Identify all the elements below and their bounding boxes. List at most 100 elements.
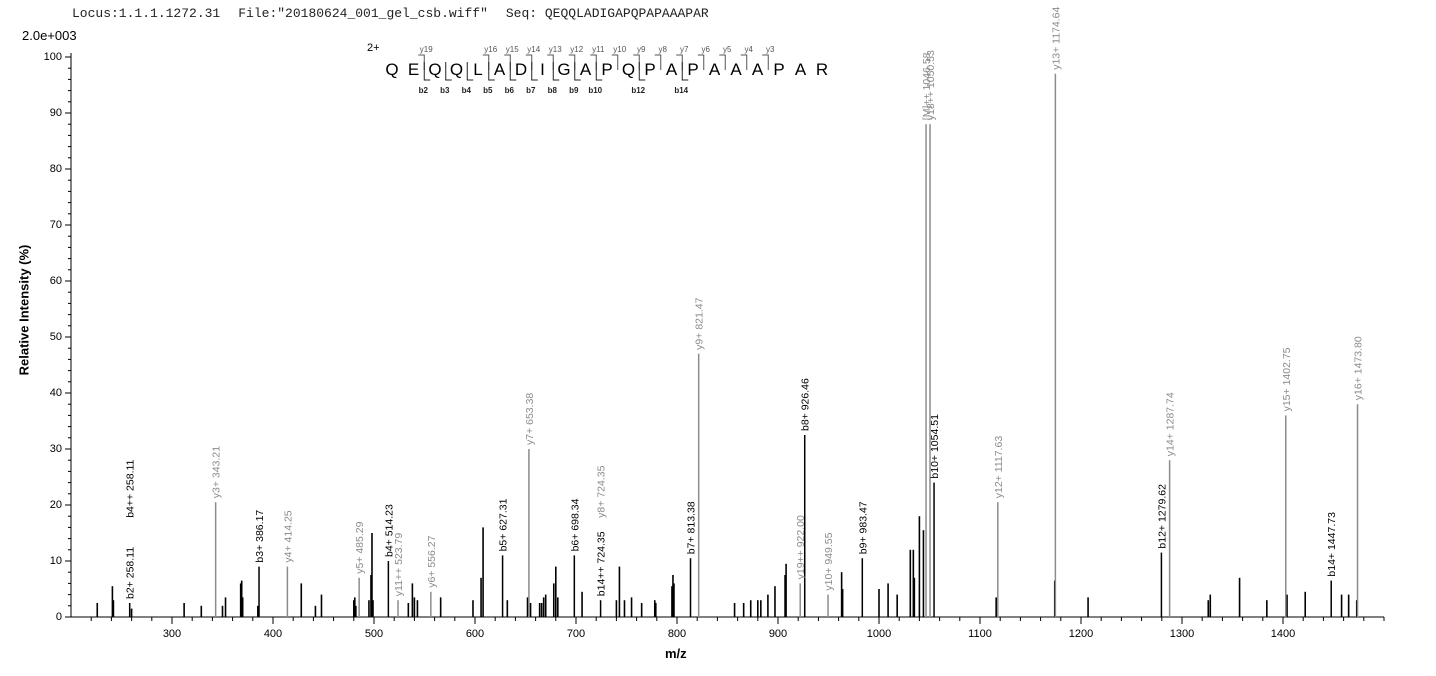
sequence-residue: A <box>666 60 678 79</box>
peak-label: b10+ 1054.51 <box>929 414 941 479</box>
peak-label: [M]++ 1046.58 <box>921 52 933 120</box>
sequence-residue: A <box>494 60 506 79</box>
y-ion-label: y8 <box>659 45 668 54</box>
peak-label: b7+ 813.38 <box>686 501 698 554</box>
peak-label: y19++ 922.00 <box>795 515 807 579</box>
y-ion-label: y19 <box>420 45 433 54</box>
y-ion-bracket <box>654 54 662 70</box>
y-ion-label: y11 <box>592 45 605 54</box>
b-ion-bracket <box>552 62 560 81</box>
sequence-text: Seq: QEQQLADIGAPQPAPAAAPAR <box>505 6 709 21</box>
sequence-residue: G <box>557 60 570 79</box>
peak-label: b5+ 627.31 <box>498 498 510 551</box>
y-ion-bracket <box>697 54 705 70</box>
x-tick-label: 700 <box>567 628 585 640</box>
peak-label: y13+ 1174.64 <box>1050 6 1062 69</box>
y-tick-label: 30 <box>50 443 62 455</box>
peak-label: y16+ 1473.80 <box>1353 336 1365 400</box>
y-ion-label: y13 <box>549 45 562 54</box>
peak-label: b4+ 514.23 <box>383 504 395 557</box>
sequence-residue: A <box>580 60 592 79</box>
b-ion-label: b10 <box>588 86 602 95</box>
sequence-residue: P <box>601 60 612 79</box>
y-ion-label: y10 <box>613 45 626 54</box>
intensity-scale: 2.0e+003 <box>22 28 77 43</box>
x-tick-label: 1200 <box>1069 628 1093 640</box>
peak-label: b9+ 983.47 <box>857 501 869 554</box>
peak-label: y7+ 653.38 <box>524 393 536 445</box>
x-tick-label: 400 <box>264 628 282 640</box>
b-ion-label: b4 <box>462 86 472 95</box>
x-tick-label: 500 <box>365 628 383 640</box>
y-ion-label: y12 <box>570 45 583 54</box>
peak-label: b3+ 386.17 <box>254 510 266 563</box>
sequence-residue: P <box>644 60 655 79</box>
peaks <box>96 73 1359 617</box>
b-ion-label: b2 <box>419 86 429 95</box>
y-ion-label: y3 <box>766 45 775 54</box>
peak-label: b8+ 926.46 <box>800 378 812 431</box>
x-tick-label: 1300 <box>1170 628 1194 640</box>
sequence-residue: I <box>540 60 545 79</box>
sequence-residue: A <box>752 60 764 79</box>
peak-label: y12+ 1117.63 <box>993 436 1005 499</box>
peak-label: y15+ 1402.75 <box>1281 347 1293 411</box>
y-tick-label: 70 <box>50 219 62 231</box>
y-ion-label: y6 <box>702 45 711 54</box>
sequence-residue: A <box>709 60 721 79</box>
sequence-residue: A <box>795 60 807 79</box>
y-tick-label: 50 <box>50 331 62 343</box>
sequence-residue: Q <box>428 60 441 79</box>
sequence-residue: A <box>730 60 742 79</box>
y-tick-label: 60 <box>50 275 62 287</box>
b-ion-bracket <box>423 62 431 81</box>
peak-label: y6+ 556.27 <box>426 535 438 587</box>
b-ion-label: b5 <box>483 86 493 95</box>
y-ion-label: y4 <box>745 45 754 54</box>
b-ion-label: b12 <box>631 86 645 95</box>
peak-label: y10+ 949.55 <box>823 532 835 590</box>
b-ion-bracket <box>466 62 474 81</box>
file-text: File:"20180624_001_gel_csb.wiff" <box>238 6 488 21</box>
b-ion-bracket <box>638 62 646 81</box>
b-ion-label: b14 <box>674 86 688 95</box>
peak-label: b12+ 1279.62 <box>1156 484 1168 549</box>
b-ion-bracket <box>681 62 689 81</box>
peak-label: b14++ 724.35 <box>596 531 608 596</box>
x-tick-label: 800 <box>668 628 686 640</box>
peak-label: y5+ 485.29 <box>354 521 366 573</box>
peak-label: y18++ 1050.53 <box>925 50 937 120</box>
axes: 300 400 500 600 700 800 900 1000 1100 1200 1300 140… <box>44 51 1385 640</box>
y-ion-label: y14 <box>527 45 540 54</box>
b-ion-label: b3 <box>440 86 450 95</box>
sequence-residue: R <box>816 60 828 79</box>
y-tick-label: 100 <box>44 51 62 63</box>
b-ion-label: b7 <box>526 86 536 95</box>
y-ion-label: y5 <box>723 45 732 54</box>
sequence-residue: L <box>473 60 482 79</box>
peak-label: y11++ 523.79 <box>393 533 405 597</box>
y-tick-label: 90 <box>50 107 62 119</box>
x-tick-label: 300 <box>163 628 181 640</box>
y-tick-label: 10 <box>50 555 62 567</box>
y-ion-label: y7 <box>680 45 689 54</box>
y-tick-label: 40 <box>50 387 62 399</box>
peak-labels: b2+ 258.11 b4++ 258.11 y3+ 343.21 b3+ 386.1… <box>125 6 1365 599</box>
y-tick-label: 20 <box>50 499 62 511</box>
peak-label: y4+ 414.25 <box>282 510 294 562</box>
b-ion-label: b6 <box>505 86 515 95</box>
sequence-residue: P <box>687 60 698 79</box>
y-ion-bracket <box>611 54 619 70</box>
peak-label: b6+ 698.34 <box>569 498 581 551</box>
x-tick-label: 600 <box>466 628 484 640</box>
y-ion-label: y16 <box>484 45 497 54</box>
b-ion-label: b8 <box>548 86 558 95</box>
y-ion-bracket <box>740 54 748 70</box>
b-ion-bracket <box>574 62 581 81</box>
b-ion-label: b9 <box>569 86 579 95</box>
peak-label: y9+ 821.47 <box>694 297 706 349</box>
locus-text: Locus:1.1.1.1272.31 <box>72 6 221 21</box>
sequence-residue: Q <box>622 60 635 79</box>
